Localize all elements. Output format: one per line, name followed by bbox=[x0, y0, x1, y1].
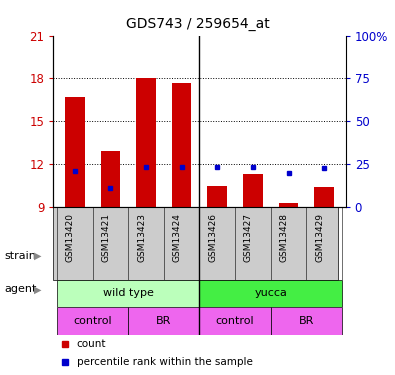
Text: GSM13420: GSM13420 bbox=[66, 213, 75, 262]
Text: strain: strain bbox=[4, 251, 36, 261]
Bar bbox=[271, 307, 342, 335]
Bar bbox=[136, 78, 156, 207]
Text: GSM13421: GSM13421 bbox=[102, 213, 110, 262]
Text: wild type: wild type bbox=[103, 288, 154, 298]
Bar bbox=[57, 307, 128, 335]
Text: GSM13428: GSM13428 bbox=[280, 213, 289, 262]
Text: yucca: yucca bbox=[254, 288, 287, 298]
Bar bbox=[314, 187, 334, 207]
Bar bbox=[279, 203, 298, 207]
Bar bbox=[172, 83, 192, 207]
Text: control: control bbox=[73, 316, 112, 326]
Text: count: count bbox=[77, 339, 106, 349]
Bar bbox=[199, 307, 271, 335]
Bar bbox=[101, 152, 120, 207]
Text: control: control bbox=[216, 316, 254, 326]
Text: GSM13427: GSM13427 bbox=[244, 213, 253, 262]
Text: GSM13423: GSM13423 bbox=[137, 213, 146, 262]
Bar bbox=[65, 97, 85, 207]
Bar bbox=[199, 280, 342, 307]
Text: agent: agent bbox=[4, 285, 36, 294]
Text: GDS743 / 259654_at: GDS743 / 259654_at bbox=[126, 17, 269, 31]
Bar bbox=[243, 174, 263, 207]
Bar bbox=[207, 186, 227, 207]
Bar bbox=[57, 280, 199, 307]
Text: ▶: ▶ bbox=[34, 251, 41, 261]
Text: GSM13426: GSM13426 bbox=[208, 213, 217, 262]
Text: GSM13424: GSM13424 bbox=[173, 213, 182, 262]
Text: BR: BR bbox=[299, 316, 314, 326]
Text: ▶: ▶ bbox=[34, 285, 41, 294]
Text: GSM13429: GSM13429 bbox=[315, 213, 324, 262]
Text: percentile rank within the sample: percentile rank within the sample bbox=[77, 357, 252, 367]
Text: BR: BR bbox=[156, 316, 171, 326]
Bar bbox=[128, 307, 199, 335]
